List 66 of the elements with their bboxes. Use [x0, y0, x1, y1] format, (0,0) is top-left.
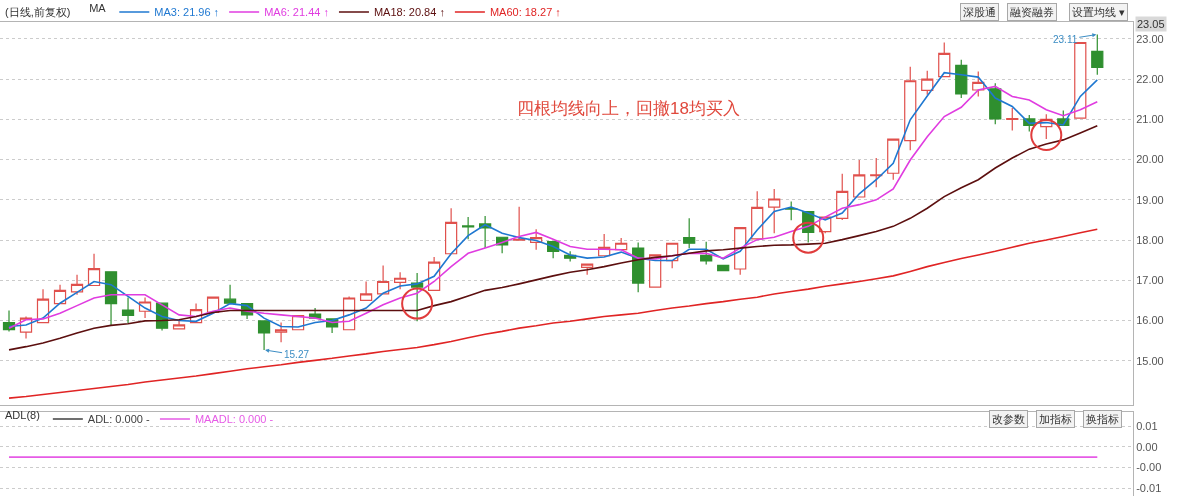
- legend-label: ADL: 0.000 -: [87, 413, 150, 426]
- candlestick: [768, 188, 781, 234]
- text: 融资融券: [1010, 6, 1054, 18]
- y-tick-label: 15.00: [1136, 354, 1164, 367]
- candlestick: [121, 296, 135, 324]
- y-tick-label: 21.00: [1136, 113, 1164, 126]
- y-tick-label: 22.00: [1136, 72, 1164, 85]
- y-tick-label: 23.00: [1136, 32, 1164, 45]
- candlestick: [683, 217, 696, 249]
- candlestick: [989, 82, 1002, 125]
- candlestick: [410, 272, 424, 322]
- legend-label: MAADL: 0.000 -: [194, 413, 274, 426]
- candlestick: [513, 206, 526, 241]
- candlestick: [870, 157, 883, 188]
- candlestick: [700, 241, 713, 266]
- candlestick: [376, 264, 390, 295]
- y-tick-label: -0.00: [1136, 461, 1162, 474]
- y-tick-label: 0.00: [1136, 440, 1158, 453]
- candlestick: [393, 271, 407, 290]
- candlestick: [2, 309, 16, 332]
- candlestick: [921, 70, 934, 96]
- point: [401, 287, 434, 320]
- candlestick: [274, 321, 288, 343]
- y-tick-label: -0.01: [1136, 482, 1162, 495]
- candlestick: [955, 59, 968, 99]
- legend-label: MA6: 21.44 ↑: [264, 6, 329, 19]
- y-tick-label: 17.00: [1136, 274, 1164, 287]
- y-tick-label: 20.00: [1136, 153, 1164, 166]
- text: 23.05: [1137, 18, 1165, 30]
- y-tick-label: 19.00: [1136, 193, 1164, 206]
- y-tick-label: 18.00: [1136, 233, 1164, 246]
- legend-label: MA18: 20.84 ↑: [373, 6, 445, 19]
- candlestick: [70, 274, 84, 296]
- point: [792, 221, 825, 254]
- line-series: [8, 125, 1099, 351]
- candlestick: [359, 280, 373, 301]
- annotation: 15.27: [284, 349, 310, 360]
- annotation: 换指标: [1086, 413, 1119, 425]
- candlestick: [632, 241, 645, 293]
- legend-title: ADL(8): [5, 408, 40, 421]
- candlestick: [87, 253, 101, 287]
- candlestick: [223, 284, 237, 304]
- line-series: [8, 228, 1099, 399]
- candlestick: [172, 319, 186, 330]
- text: 四根均线向上，回撤18均买入: [517, 99, 740, 118]
- candlestick: [904, 66, 917, 151]
- candlestick: [462, 216, 475, 240]
- candlestick: [887, 138, 900, 181]
- text: 设置均线 ▾: [1072, 6, 1126, 18]
- y-tick-label: 0.01: [1136, 419, 1158, 432]
- annotation: 加指标: [1039, 413, 1072, 425]
- candlestick: [445, 207, 458, 255]
- candlestick: [751, 190, 764, 240]
- candlestick: [853, 159, 866, 198]
- candlestick: [1074, 41, 1087, 119]
- annotation: 23.11: [1053, 34, 1078, 45]
- text: 深股通: [963, 6, 996, 18]
- legend-label: MA3: 21.96 ↑: [154, 6, 220, 19]
- candlestick: [1006, 107, 1019, 132]
- y-tick-label: 16.00: [1136, 314, 1164, 327]
- point: [1030, 119, 1063, 152]
- legend-title: MA: [89, 1, 107, 14]
- legend-label: MA60: 18.27 ↑: [489, 6, 561, 19]
- candlestick: [104, 271, 118, 326]
- chart-title: (日线,前复权): [5, 6, 71, 18]
- annotation: 改参数: [992, 413, 1025, 425]
